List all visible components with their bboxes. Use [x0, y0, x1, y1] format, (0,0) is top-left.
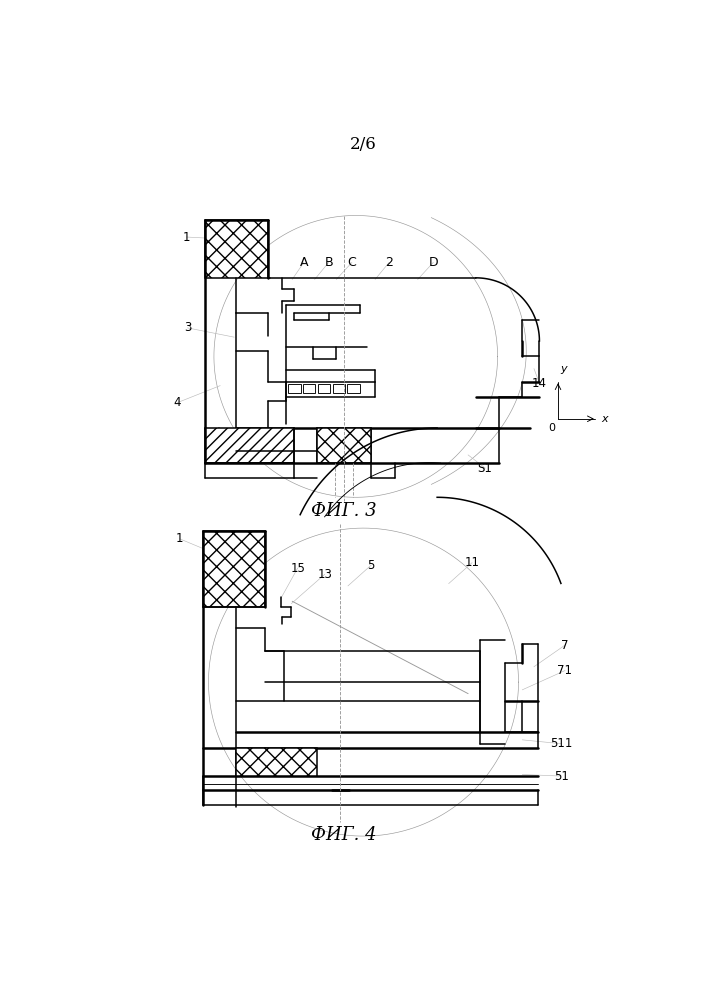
- Text: 5: 5: [368, 559, 375, 572]
- Bar: [203, 531, 265, 607]
- Bar: [204, 220, 268, 278]
- Text: 1: 1: [176, 532, 184, 545]
- Text: y: y: [561, 364, 567, 374]
- Text: 3: 3: [184, 321, 192, 334]
- Text: ФИГ. 4: ФИГ. 4: [311, 826, 377, 844]
- Bar: [317, 384, 330, 393]
- Text: A: A: [300, 256, 308, 269]
- Text: 4: 4: [174, 396, 181, 409]
- Bar: [347, 384, 360, 393]
- Text: 15: 15: [290, 562, 305, 575]
- Bar: [288, 384, 300, 393]
- Bar: [317, 428, 371, 463]
- Bar: [204, 428, 293, 463]
- Text: 7: 7: [561, 639, 568, 652]
- Text: B: B: [325, 256, 333, 269]
- Text: C: C: [348, 256, 356, 269]
- Text: 11: 11: [464, 556, 479, 569]
- Text: D: D: [428, 256, 438, 269]
- Text: 2/6: 2/6: [349, 136, 376, 153]
- Text: S1: S1: [478, 462, 493, 475]
- Text: 0: 0: [548, 423, 555, 433]
- Text: 14: 14: [532, 377, 547, 390]
- Text: x: x: [602, 414, 608, 424]
- Bar: [332, 384, 345, 393]
- Text: 51: 51: [554, 770, 568, 783]
- Text: 1: 1: [183, 231, 191, 244]
- Bar: [235, 748, 317, 776]
- Text: 71: 71: [558, 664, 573, 677]
- Bar: [303, 384, 315, 393]
- Text: 13: 13: [317, 568, 332, 581]
- Text: 511: 511: [550, 737, 572, 750]
- Text: 2: 2: [385, 256, 393, 269]
- Text: ФИГ. 3: ФИГ. 3: [311, 502, 377, 520]
